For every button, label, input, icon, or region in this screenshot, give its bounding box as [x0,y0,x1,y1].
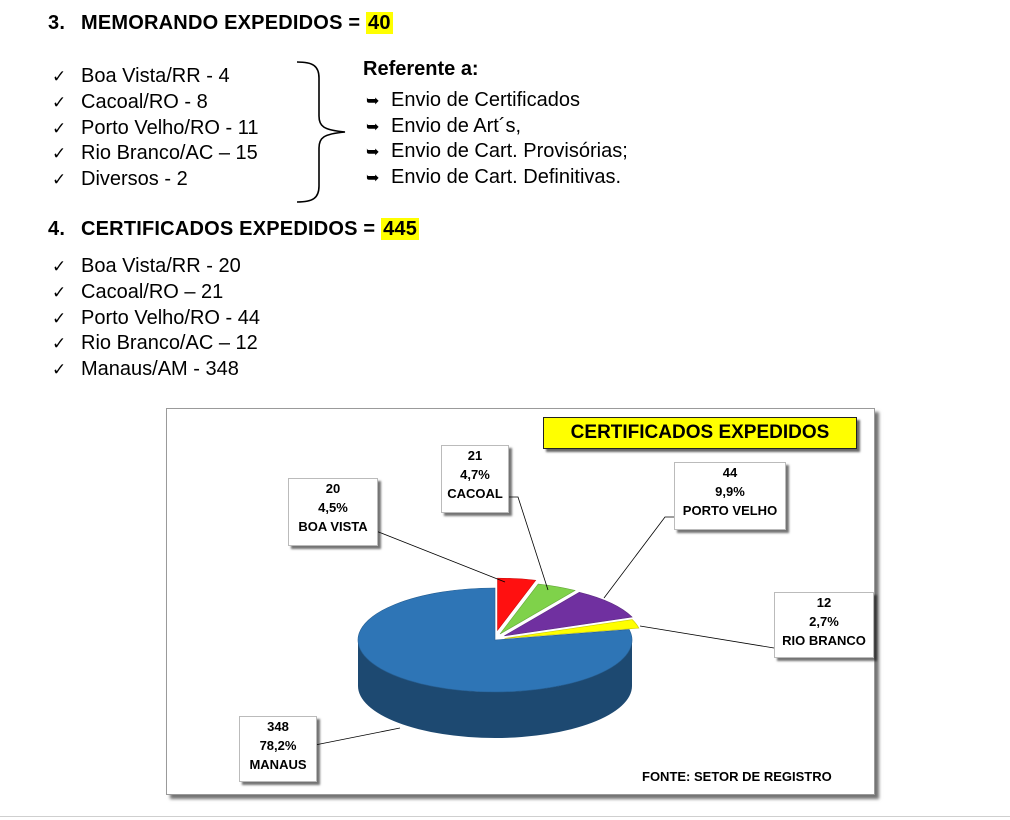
hooked-arrow-icon: ➥ [366,116,380,136]
leader-line-boa-vista [375,530,506,583]
pie-slice-rio-branco [504,619,640,639]
check-icon: ✓ [52,92,67,113]
list-item: ✓ Diversos - 2 [52,167,259,193]
check-icon: ✓ [52,144,67,165]
label-porto-velho: 44 9,9% PORTO VELHO [674,462,786,530]
leader-line-rio-branco [639,625,775,649]
section-title: CERTIFICADOS EXPEDIDOS = [81,218,382,240]
section-number: 3. [48,12,66,34]
check-icon: ✓ [52,170,67,191]
curly-brace-icon [296,61,346,203]
pie-slice-cacoal [499,583,576,635]
list-item: ✓ Boa Vista/RR - 20 [52,254,260,280]
label-rio-branco: 12 2,7% RIO BRANCO [774,592,874,658]
list-item: ➥ Envio de Certificados [366,88,628,114]
hooked-arrow-icon: ➥ [366,167,380,187]
check-icon: ✓ [52,308,67,329]
list-item: ✓ Boa Vista/RR - 4 [52,64,259,90]
section-3-heading: 3. MEMORANDO EXPEDIDOS = 40 [48,12,393,35]
hooked-arrow-icon: ➥ [366,142,380,161]
certificados-list: ✓ Boa Vista/RR - 20 ✓ Cacoal/RO – 21 ✓ Port… [52,254,260,383]
list-item: ✓ Cacoal/RO – 21 [52,280,260,306]
list-item: ✓ Manaus/AM - 348 [52,357,260,383]
pie-slice-boa-vista [497,577,537,632]
reference-title: Referente a: [363,58,479,80]
check-icon: ✓ [52,282,67,303]
total-highlight: 445 [381,218,420,240]
chart-source: FONTE: SETOR DE REGISTRO [642,769,832,784]
list-item: ✓ Rio Branco/AC – 15 [52,141,259,167]
check-icon: ✓ [52,118,67,139]
section-title: MEMORANDO EXPEDIDOS = [81,12,366,34]
page-divider [0,816,1010,817]
list-item: ✓ Cacoal/RO - 8 [52,90,259,116]
chart-title: CERTIFICADOS EXPEDIDOS [543,417,857,449]
list-item: ➥ Envio de Cart. Definitivas. [366,165,628,191]
check-icon: ✓ [52,67,67,87]
pie-slice-porto-velho [504,591,633,637]
check-icon: ✓ [52,334,67,355]
list-item: ➥ Envio de Cart. Provisórias; [366,139,628,165]
pie-side-manaus [358,640,632,738]
label-boa-vista: 20 4,5% BOA VISTA [288,478,378,546]
total-highlight: 40 [366,12,393,34]
list-item: ✓ Rio Branco/AC – 12 [52,331,260,357]
list-item: ✓ Porto Velho/RO - 44 [52,306,260,332]
pie-slice-manaus [357,587,633,693]
check-icon: ✓ [52,257,67,277]
label-manaus: 348 78,2% MANAUS [239,716,317,782]
leader-line-porto-velho [603,516,674,599]
check-icon: ✓ [52,360,67,381]
section-4-heading: 4. CERTIFICADOS EXPEDIDOS = 445 [48,218,420,241]
hooked-arrow-icon: ➥ [366,91,380,110]
section-number: 4. [48,218,66,240]
memorando-list: ✓ Boa Vista/RR - 4 ✓ Cacoal/RO - 8 ✓ Porto … [52,64,259,193]
reference-list: ➥ Envio de Certificados ➥ Envio de Art´s, … [366,88,628,190]
label-cacoal: 21 4,7% CACOAL [441,445,509,513]
list-item: ➥ Envio de Art´s, [366,114,628,140]
list-item: ✓ Porto Velho/RO - 11 [52,116,259,142]
leader-line-cacoal [507,496,549,591]
